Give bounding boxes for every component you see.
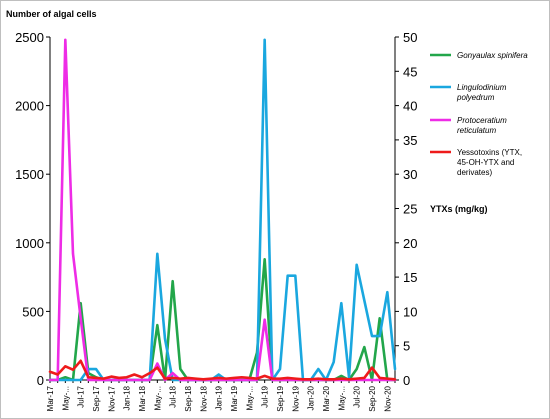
y-tick-label: 2000: [15, 99, 44, 114]
y2-tick-label: 0: [403, 373, 410, 388]
x-tick-label: Jul-20: [353, 385, 362, 407]
y2-tick-label: 30: [403, 167, 417, 182]
legend-label: Lingulodinium polyedrum: [456, 83, 507, 102]
series-line: [48, 359, 397, 381]
legend-label: Yessotoxins (YTX, 45-OH-YTX and derivates): [457, 148, 522, 177]
x-tick-label: Nov-19: [291, 385, 300, 411]
y-tick-label: 1000: [15, 236, 44, 251]
y-tick-label: 0: [37, 373, 44, 388]
y2-axis-title: YTXs (mg/kg): [430, 204, 488, 214]
y2-tick-label: 10: [403, 304, 417, 319]
x-tick-label: Nov-18: [199, 385, 208, 411]
x-tick-label: Mar-20: [322, 385, 331, 411]
x-tick-label: Mar-19: [230, 385, 239, 411]
x-tick-label: Sep-19: [276, 385, 285, 411]
x-tick-label: May-...: [153, 386, 162, 410]
legend: Gonyaulax spinifera Lingulodinium polyedru…: [430, 51, 528, 177]
y-tick-label: 500: [22, 304, 44, 319]
x-tick-label: Nov-20: [383, 385, 392, 411]
y2-tick-label: 40: [403, 99, 417, 114]
y-tick-label: 1500: [15, 167, 44, 182]
y2-tick-label: 45: [403, 64, 417, 79]
x-tick-label: Jan-20: [307, 385, 316, 410]
series-lines: [48, 38, 397, 382]
x-tick-label: Jan-19: [215, 385, 224, 410]
x-tick-label: Mar-17: [46, 385, 55, 411]
x-tick-label: May-...: [61, 386, 70, 410]
x-tick-label: Jul-17: [77, 385, 86, 407]
x-tick-label: Jul-18: [169, 385, 178, 407]
legend-label: Protoceratium reticulatum: [457, 116, 507, 135]
y2-tick-label: 15: [403, 270, 417, 285]
y2-tick-label: 20: [403, 236, 417, 251]
y2-tick-label: 50: [403, 30, 417, 45]
x-tick-label: Sep-18: [184, 385, 193, 411]
y2-tick-label: 35: [403, 133, 417, 148]
x-tick-label: Nov-17: [107, 385, 116, 411]
x-tick-label: Sep-20: [368, 385, 377, 411]
y2-tick-label: 25: [403, 202, 417, 217]
axes: 0 500 1000 1500 2000 2500 0 5 10 15 20 25 30 35 40 45 50…: [15, 30, 417, 412]
x-tick-label: Jul-19: [261, 385, 270, 407]
x-tick-label: May-...: [245, 386, 254, 410]
x-tick-label: May-...: [337, 386, 346, 410]
x-tick-label: Sep-17: [92, 385, 101, 411]
y-axis-title: Number of algal cells: [6, 9, 97, 19]
y-tick-label: 2500: [15, 30, 44, 45]
legend-label: Gonyaulax spinifera: [457, 51, 528, 60]
x-tick-label: Mar-18: [138, 385, 147, 411]
x-tick-label: Jan-18: [123, 385, 132, 410]
y2-tick-label: 5: [403, 339, 410, 354]
